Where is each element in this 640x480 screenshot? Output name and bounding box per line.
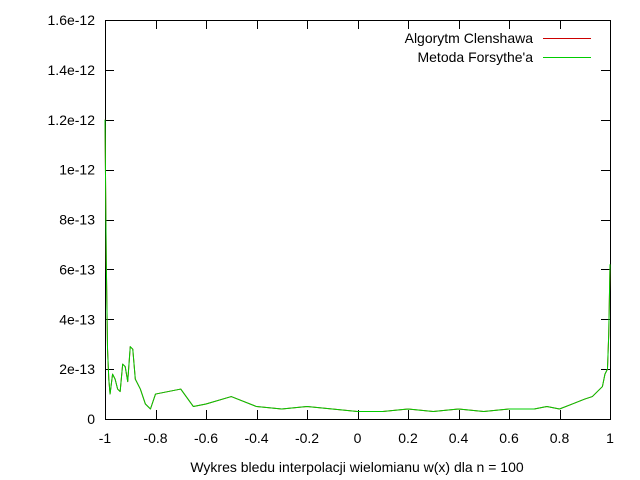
axis-ticks: -1 -0.8 -0.6 -0.4 -0.2 0 0.2 0.4 0.6 0.8 1 0 2e-13 4e… <box>48 12 615 446</box>
plot-frame <box>105 20 611 420</box>
x-tick-label: -0.8 <box>143 430 167 446</box>
x-tick-label: 1 <box>606 430 614 446</box>
series-layer <box>104 119 611 413</box>
x-tick-label: 0.8 <box>550 430 570 446</box>
y-tick-label: 4e-13 <box>59 311 95 327</box>
x-tick-label: -1 <box>99 430 112 446</box>
series-line-1 <box>104 119 611 413</box>
y-tick-label: 8e-13 <box>59 212 95 228</box>
y-tick-label: 0 <box>87 411 95 427</box>
y-tick-label: 1.6e-12 <box>48 12 96 28</box>
x-tick-label: -0.4 <box>244 430 268 446</box>
x-tick-label: -0.2 <box>295 430 319 446</box>
x-tick-label: -0.6 <box>194 430 218 446</box>
y-tick-label: 1.4e-12 <box>48 62 96 78</box>
legend: Algorytm Clenshawa Metoda Forsythe'a <box>405 30 591 65</box>
x-tick-label: 0.4 <box>449 430 469 446</box>
y-tick-label: 2e-13 <box>59 361 95 377</box>
y-tick-label: 1e-12 <box>59 162 95 178</box>
y-tick-label: 1.2e-12 <box>48 112 96 128</box>
legend-label-0: Algorytm Clenshawa <box>405 30 534 46</box>
x-tick-label: 0.6 <box>499 430 519 446</box>
x-tick-label: 0.2 <box>398 430 418 446</box>
x-axis-title: Wykres bledu interpolacji wielomianu w(x… <box>190 459 524 475</box>
legend-label-1: Metoda Forsythe'a <box>417 49 533 65</box>
series-line-0 <box>104 119 611 413</box>
x-tick-label: 0 <box>354 430 362 446</box>
y-tick-label: 6e-13 <box>59 261 95 277</box>
